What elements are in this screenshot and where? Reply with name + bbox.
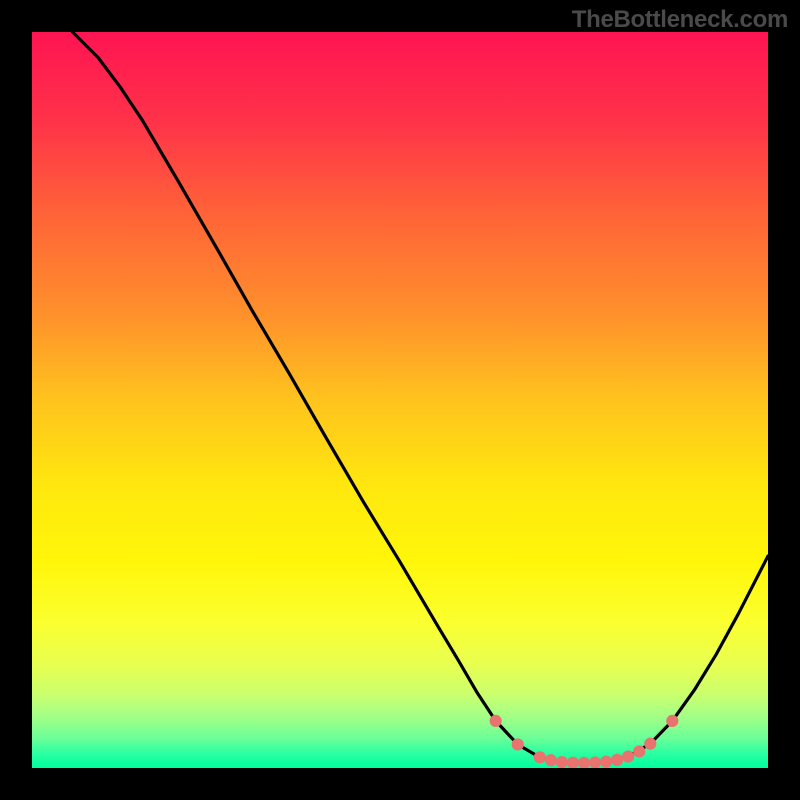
- gradient-background: [32, 32, 768, 768]
- optimal-marker: [589, 757, 600, 768]
- plot-area: [32, 32, 768, 768]
- optimal-marker: [600, 756, 611, 767]
- optimal-marker: [623, 751, 634, 762]
- optimal-marker: [490, 715, 501, 726]
- optimal-marker: [556, 757, 567, 768]
- optimal-marker: [578, 757, 589, 768]
- optimal-marker: [645, 738, 656, 749]
- optimal-marker: [612, 754, 623, 765]
- optimal-marker: [634, 746, 645, 757]
- watermark-text: TheBottleneck.com: [572, 6, 788, 34]
- optimal-marker: [534, 752, 545, 763]
- canvas-root: TheBottleneck.com: [0, 0, 800, 800]
- bottleneck-chart: [32, 32, 768, 768]
- optimal-marker: [545, 755, 556, 766]
- optimal-marker: [567, 757, 578, 768]
- optimal-marker: [512, 739, 523, 750]
- optimal-marker: [667, 715, 678, 726]
